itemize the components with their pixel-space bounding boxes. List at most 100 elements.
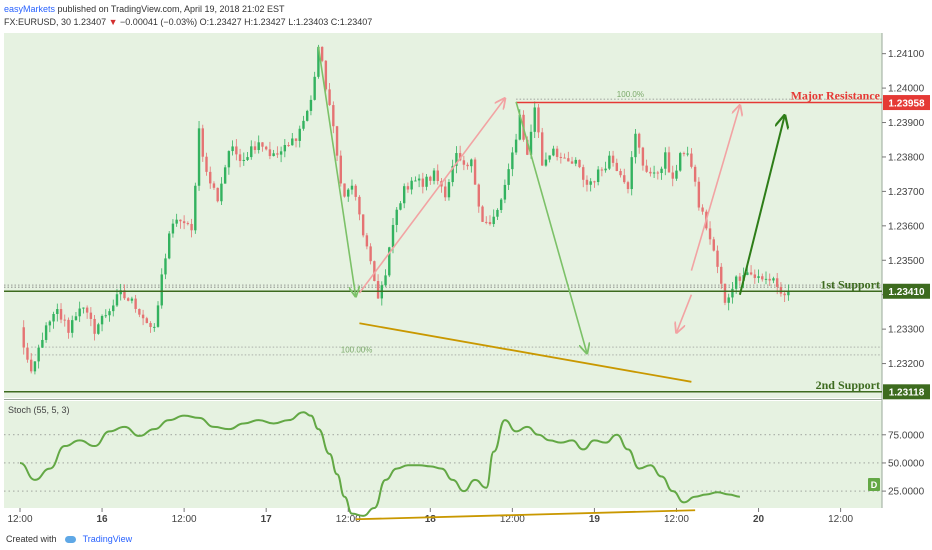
candle-body — [78, 308, 81, 317]
candle-body — [458, 153, 462, 161]
candle-body — [567, 158, 570, 162]
candle-body — [671, 172, 674, 179]
candle-body — [171, 223, 175, 234]
candle-body — [708, 228, 712, 240]
candle — [373, 260, 376, 282]
candle-body — [291, 138, 294, 146]
arrow-green — [317, 46, 355, 297]
candle-body — [634, 133, 637, 158]
candle-body — [328, 89, 331, 106]
candle-body — [246, 157, 249, 160]
candle-body — [466, 164, 469, 167]
candle-body — [347, 189, 350, 197]
candle-body — [783, 293, 786, 296]
candle-body — [485, 221, 488, 223]
candle — [138, 308, 141, 318]
candle-body — [641, 147, 645, 166]
candle — [626, 180, 630, 194]
candle-body — [682, 153, 686, 155]
candle-body — [402, 186, 406, 204]
stoch-line — [19, 411, 740, 517]
candle — [720, 263, 723, 290]
candle-body — [44, 325, 48, 340]
candle-body — [432, 170, 436, 181]
candle-body — [417, 178, 421, 181]
candle — [656, 170, 660, 180]
candle-body — [227, 151, 231, 168]
candle — [783, 290, 786, 303]
candle — [761, 273, 764, 282]
candle — [156, 301, 160, 328]
candle-body — [582, 167, 585, 180]
candle — [253, 141, 257, 154]
candle — [570, 156, 574, 164]
candle-body — [52, 313, 55, 322]
candle — [399, 200, 402, 211]
candle — [67, 317, 70, 339]
candle — [619, 168, 622, 178]
candle — [82, 307, 85, 314]
candle — [466, 162, 469, 170]
candle — [772, 276, 775, 284]
candle — [727, 293, 730, 311]
candle-body — [74, 316, 78, 321]
candle-body — [399, 203, 402, 210]
candle — [324, 60, 328, 92]
candle-body — [306, 110, 309, 121]
symbol-line: FX:EURUSD, 30 1.23407 ▼ −0.00041 (−0.03%… — [4, 17, 372, 27]
candle — [37, 344, 40, 369]
price-tick-label: 1.23700 — [888, 187, 925, 198]
candle — [499, 198, 503, 213]
candle-body — [544, 159, 548, 166]
candle — [593, 180, 596, 188]
arrow-darkgreen — [738, 116, 785, 295]
candle — [313, 71, 316, 101]
candle — [130, 296, 134, 304]
candle — [71, 315, 74, 338]
candle-body — [541, 132, 544, 166]
candle — [201, 124, 204, 162]
candle-body — [746, 272, 749, 276]
candle-body — [56, 309, 59, 314]
candle — [749, 265, 753, 276]
candle — [723, 283, 727, 306]
candle-body — [555, 148, 559, 157]
candle — [264, 145, 268, 151]
publisher-name[interactable]: easyMarkets — [4, 4, 56, 14]
candle — [328, 82, 331, 106]
level-resistance: Major Resistance 1.23958 — [516, 89, 930, 111]
time-tick-label: 20 — [753, 514, 765, 525]
candle — [541, 127, 544, 166]
candle-body — [410, 180, 413, 190]
level-name-label: 1st Support — [820, 277, 880, 291]
candle-body — [585, 179, 589, 185]
candle-body — [589, 181, 592, 185]
ohlc-values: O:1.23427 H:1.23427 L:1.23403 C:1.23407 — [199, 17, 373, 27]
candle — [574, 157, 577, 167]
candle-body — [429, 176, 432, 181]
candle-body — [313, 76, 316, 100]
candle-body — [59, 309, 63, 320]
candle-body — [201, 128, 204, 157]
created-with-label: Created with — [6, 534, 57, 544]
candle — [29, 352, 33, 374]
candle-body — [731, 288, 734, 298]
candle-body — [388, 247, 391, 276]
candle-body — [600, 169, 604, 171]
candle-body — [391, 224, 395, 248]
candle — [608, 151, 611, 171]
candle — [182, 215, 186, 230]
candle-body — [761, 276, 764, 280]
candle — [630, 151, 633, 196]
candle-body — [496, 209, 499, 217]
tradingview-brand[interactable]: TradingView — [82, 534, 133, 544]
candle-body — [488, 222, 492, 225]
candle — [231, 140, 234, 156]
candle — [134, 294, 137, 313]
candle-body — [578, 159, 581, 168]
candle — [168, 231, 171, 260]
candle-body — [604, 168, 607, 171]
level-name-label: Major Resistance — [791, 89, 881, 103]
projection-arrows — [317, 46, 785, 353]
